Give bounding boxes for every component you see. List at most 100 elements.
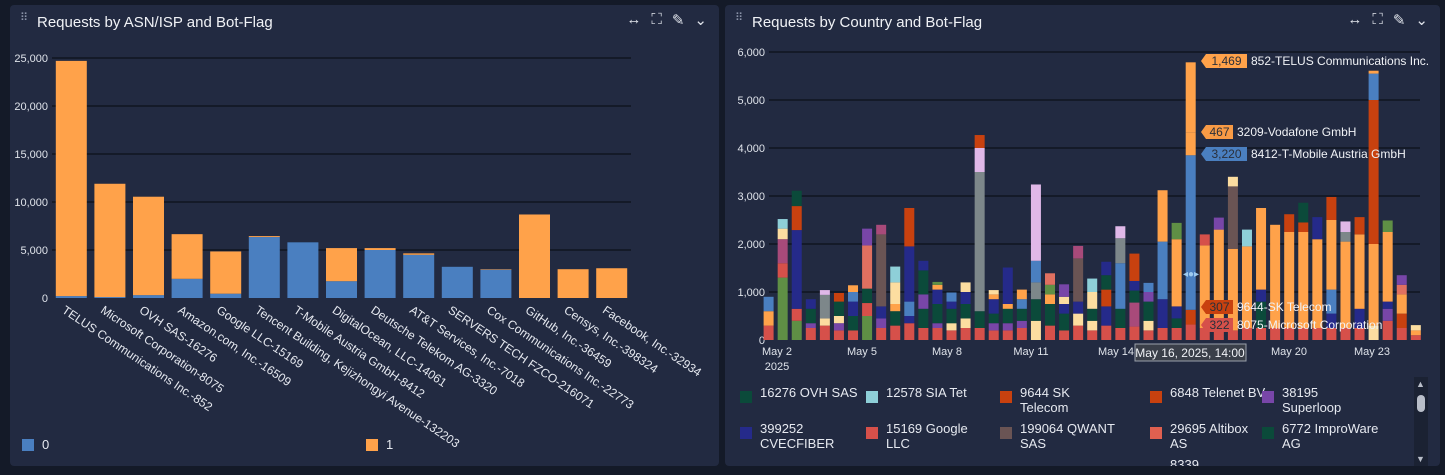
legend-item[interactable]: 9644 SK Telecom [1000,385,1118,415]
legend-label: 8339 [1170,457,1199,466]
legend-swatch [866,391,878,403]
bar-segment [1185,132,1196,156]
legend-item[interactable]: 15169 Google LLC [866,421,984,451]
bar-segment [974,311,985,328]
bar-segment [918,270,929,295]
legend-item[interactable]: 12578 SIA Tet [866,385,984,403]
legend-item[interactable]: 38195 Superloop [1262,385,1380,415]
bar-segment [862,303,873,316]
scroll-up-icon[interactable]: ▲ [1416,379,1425,389]
bar-segment [932,284,943,290]
bar-segment [1115,308,1126,328]
resize-icon[interactable]: ↔ [626,11,642,28]
bar-segment [1298,232,1309,328]
bar-segment [777,239,788,264]
bar-segment [1298,328,1309,340]
bar-segment-1 [133,196,164,296]
edit-icon[interactable]: ✎ [671,12,685,29]
edit-icon[interactable]: ✎ [1392,12,1406,29]
legend-item[interactable]: 8339 [1150,457,1288,466]
bar-segment [1129,280,1140,291]
tooltip-series-label: 8412-T-Mobile Austria GmbH [1251,147,1406,161]
bar-segment [1016,320,1027,328]
legend-item[interactable]: 6848 Telenet BV [1150,385,1268,403]
legend-item[interactable]: 16276 OVH SAS [740,385,858,403]
bar-segment-1 [171,234,203,279]
bar-segment [1185,62,1196,133]
legend-swatch [1000,427,1012,439]
legend-label: 6772 ImproWare AG [1282,421,1379,451]
bar-segment [1059,330,1070,340]
bar-segment [1185,324,1196,340]
resize-icon[interactable]: ↔ [1347,11,1363,28]
legend-item-0[interactable]: 0 [22,437,49,452]
x-tick-label: May 14 [1098,346,1134,358]
bar-segment [777,263,788,278]
drag-handle-icon[interactable]: ⠿ [735,12,745,24]
bar-segment [1171,222,1182,240]
bar-segment-0 [403,254,435,298]
bar-segment [932,328,943,340]
bar-segment-0 [133,295,164,298]
series-tooltip: 307 9644-SK Telecom [1201,300,1332,314]
legend-scrollbar[interactable]: ▲ ▼ [1414,377,1428,466]
legend-label: 199064 QWANT SAS [1020,421,1115,451]
bar-segment [974,328,985,340]
y-tick-label: 1,000 [737,287,765,299]
bar-segment [960,304,971,319]
bar-segment [1227,248,1238,331]
bar-segment [1382,220,1393,232]
fullscreen-icon[interactable]: ⛶ [651,11,662,28]
bar-segment [1284,328,1295,340]
bar-segment [1396,275,1407,285]
bar-segment-1 [403,253,435,255]
bar-segment [1396,284,1407,295]
x-tick-sublabel: 2025 [765,361,789,373]
scroll-down-icon[interactable]: ▼ [1416,454,1425,464]
bar-segment [791,206,802,231]
bar-segment [1368,73,1379,100]
fullscreen-icon[interactable]: ⛶ [1372,11,1383,28]
legend-label: 15169 Google LLC [886,421,968,451]
chevron-down-icon[interactable]: ⌄ [694,12,707,29]
series-tooltip: 322 8075-Microsoft Corporation [1201,318,1382,332]
legend-item[interactable]: 6772 ImproWare AG [1262,421,1380,451]
bar-segment [932,304,943,324]
bar-segment [1073,258,1084,302]
bar-segment [1115,238,1126,264]
bar-segment [763,296,774,312]
bar-segment-0 [94,297,126,298]
bar-segment [1340,221,1351,232]
tooltip-value-box [1201,318,1233,332]
legend-item-1[interactable]: 1 [366,437,393,452]
bar-segment [1087,278,1098,292]
bar-segment [1016,328,1027,340]
bar-segment [1284,214,1295,232]
bar-segment [1157,190,1168,242]
bar-segment [1241,246,1252,328]
panel-toolbar: ↔ ⛶ ✎ ⌄ [626,11,707,29]
tooltip-series-label: 3209-Vodafone GmbH [1237,125,1356,139]
legend-label: 9644 SK Telecom [1020,385,1070,415]
tooltip-series-label: 9644-SK Telecom [1237,300,1332,314]
y-tick-label: 6,000 [737,47,765,59]
bar-segment [1101,261,1112,276]
bar-segment [1382,301,1393,309]
legend-item[interactable]: 29695 Altibox AS [1150,421,1268,451]
tooltip-series-label: 852-TELUS Communications Inc. [1251,54,1429,68]
legend-item[interactable]: 199064 QWANT SAS [1000,421,1118,451]
chevron-down-icon[interactable]: ⌄ [1415,12,1428,29]
bar-segment-1 [94,183,126,298]
legend-swatch [1262,427,1274,439]
drag-handle-icon[interactable]: ⠿ [20,12,30,24]
bar-segment [1354,234,1365,309]
bar-segment [1326,196,1337,220]
bar-segment [988,294,999,300]
bar-segment [1256,301,1267,328]
legend-item[interactable]: 399252 CVECFIBER [740,421,858,451]
bar-segment-0 [480,269,512,298]
bar-segment [1368,70,1379,74]
scroll-thumb[interactable] [1417,395,1425,412]
bar-segment-0 [210,293,242,298]
bar-segment [791,308,802,321]
